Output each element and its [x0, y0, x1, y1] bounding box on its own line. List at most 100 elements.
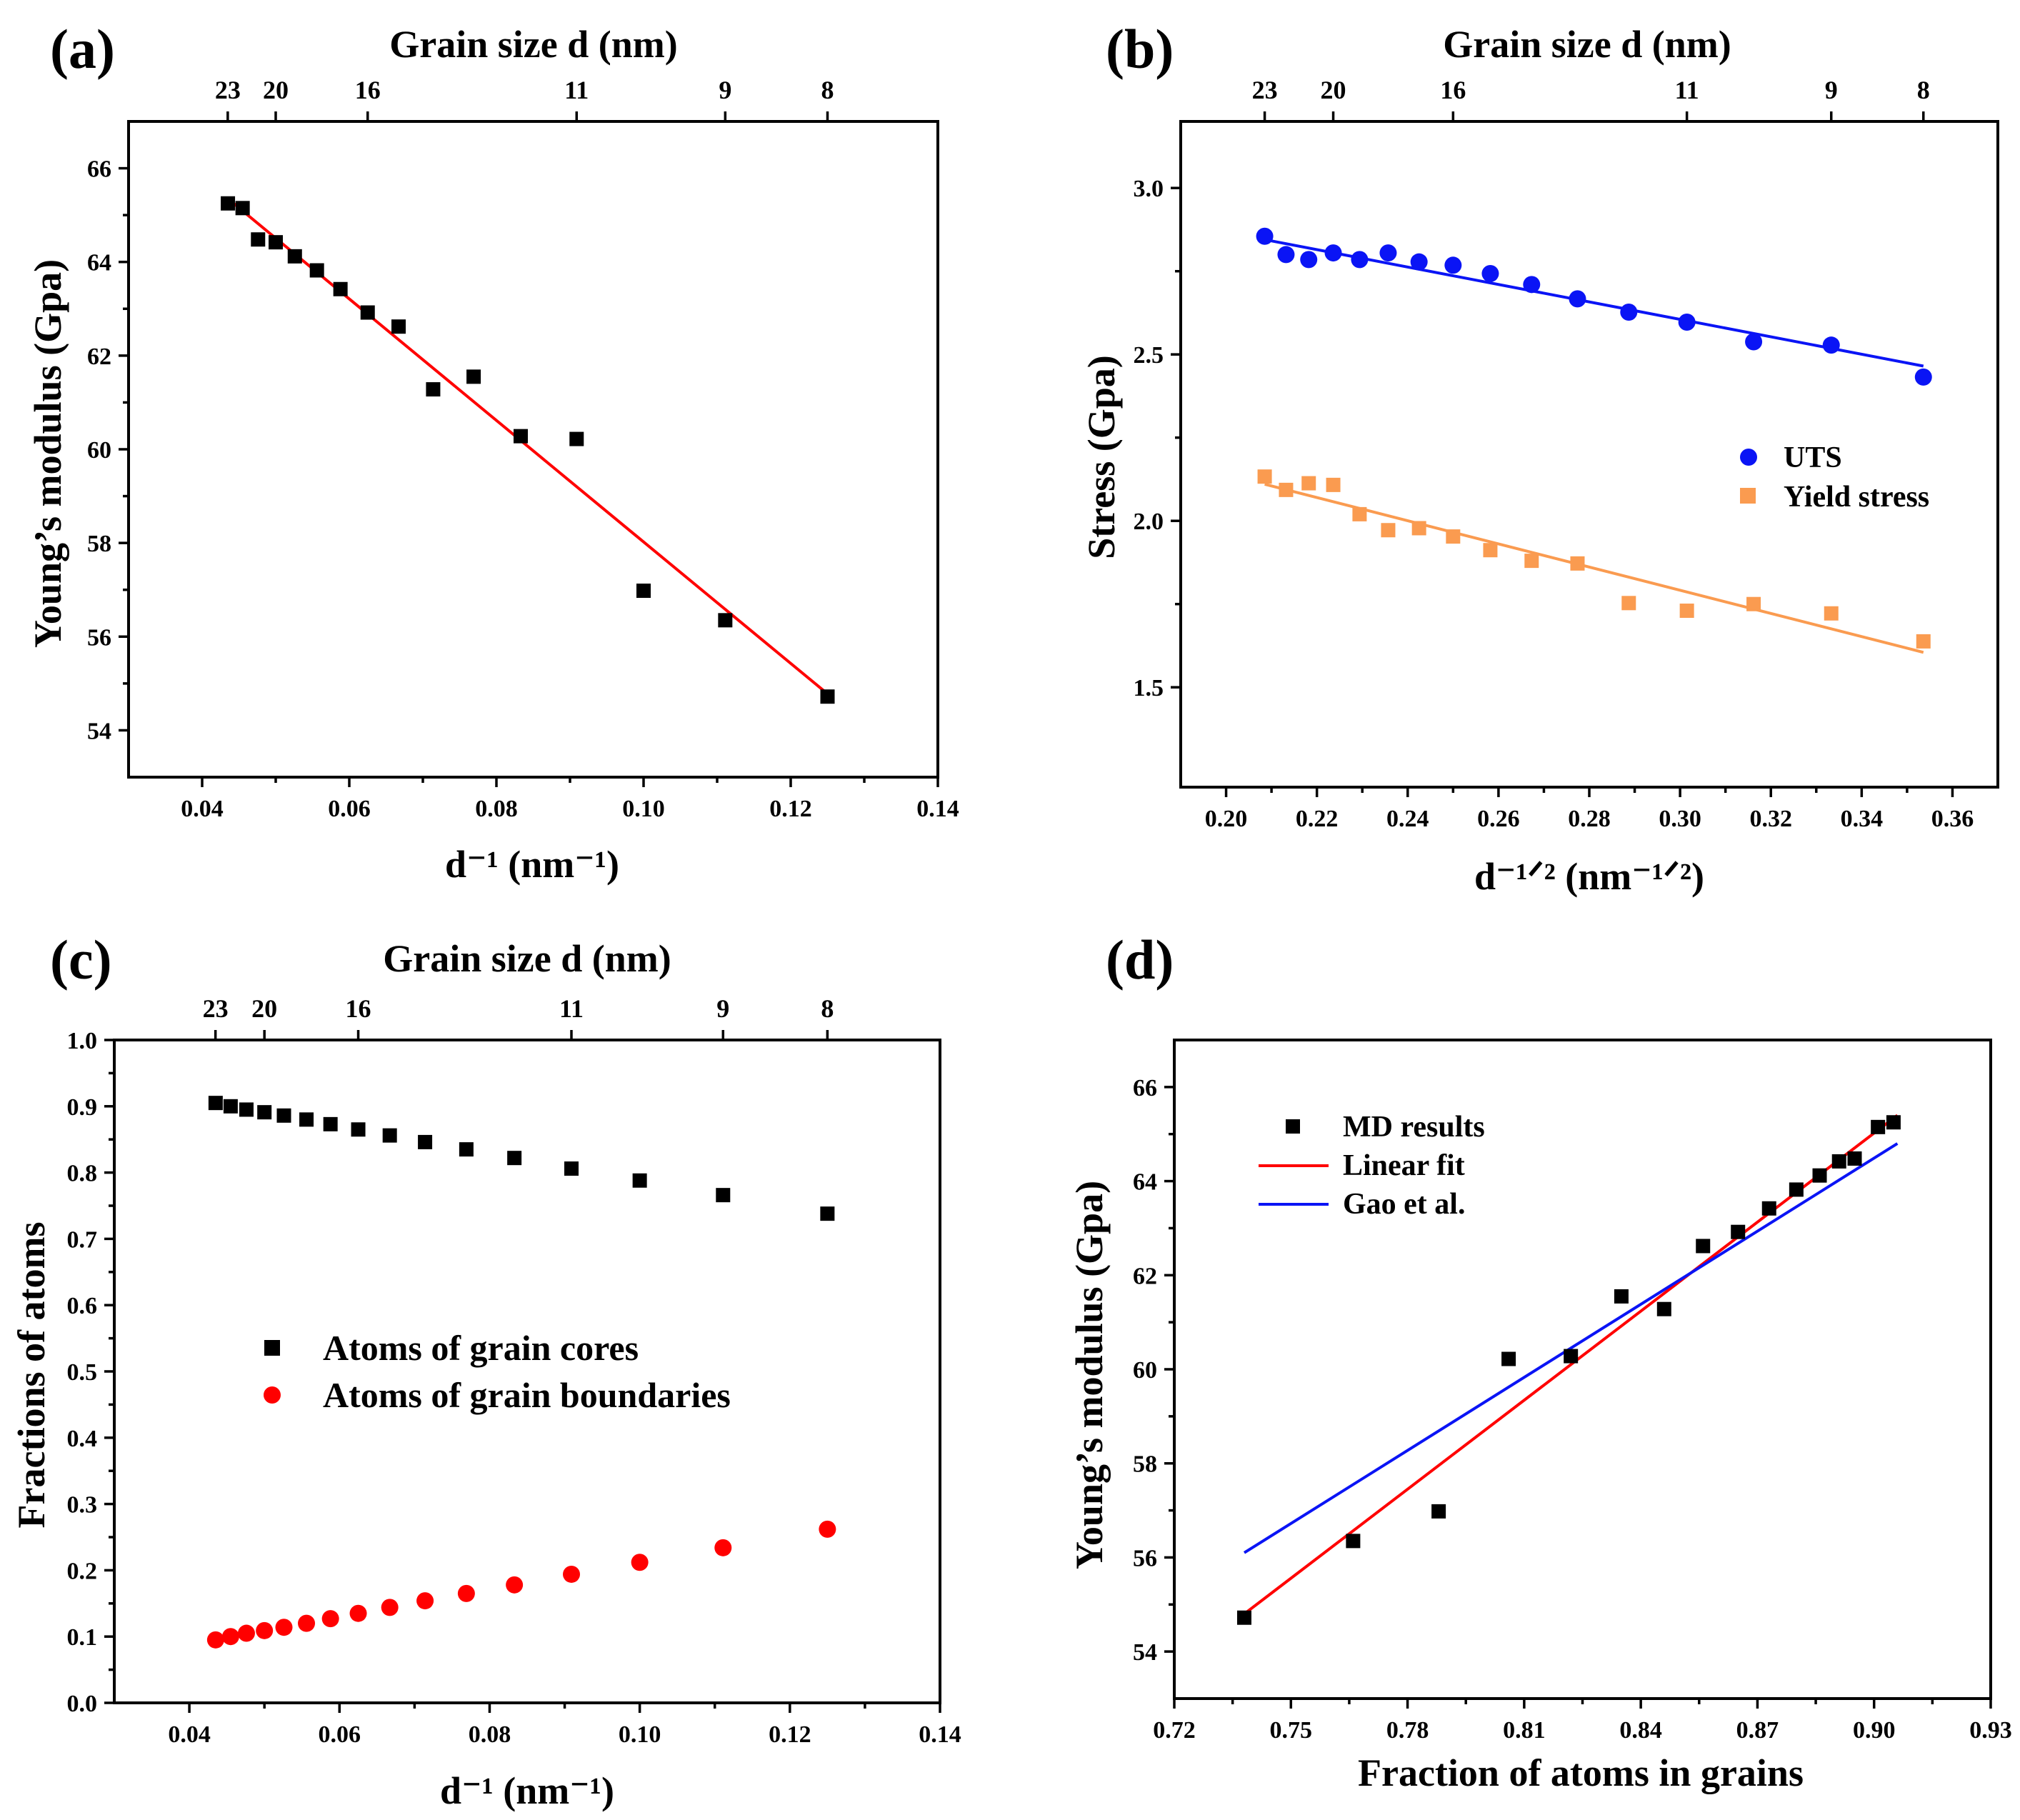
point-a-young-s-modulus: [718, 613, 733, 628]
panel-label-d: (d): [1106, 929, 1174, 991]
x-tick-label-b: 0.28: [1568, 806, 1611, 832]
point-c-atoms-of-grain-boundaries: [298, 1614, 316, 1632]
y-tick-label-d: 60: [1133, 1357, 1157, 1384]
point-b-yield-stress: [1411, 521, 1426, 536]
x-tick-label-b: 0.30: [1659, 806, 1701, 832]
point-d-md-results: [1812, 1168, 1827, 1183]
point-c-atoms-of-grain-cores: [459, 1142, 474, 1157]
point-c-atoms-of-grain-cores: [323, 1116, 338, 1131]
chart-b: 0.20 0.22 0.24 0.26 0.28 0.30 0.32 0.34 0.36 1.5 2…: [1134, 76, 1999, 832]
top-tick-label-c: 23: [203, 994, 229, 1023]
point-c-atoms-of-grain-cores: [716, 1188, 731, 1203]
fit-line-d-linear-fit: [1243, 1114, 1899, 1616]
legend-d: MD results Linear fit Gao et al.: [1259, 1111, 1485, 1221]
point-a-young-s-modulus: [360, 305, 375, 320]
x-tick-label-d: 0.75: [1270, 1717, 1313, 1744]
x-tick-label-b: 0.32: [1749, 806, 1792, 832]
y-tick-label-c: 0.0: [67, 1691, 98, 1717]
point-d-md-results: [1696, 1239, 1711, 1254]
top-tick-label-a: 8: [821, 76, 834, 104]
point-c-atoms-of-grain-boundaries: [457, 1584, 475, 1602]
top-tick-label-c: 20: [251, 994, 277, 1023]
point-b-yield-stress: [1257, 469, 1272, 484]
point-d-md-results: [1431, 1504, 1446, 1519]
y-axis-title-d: Young’s modulus (Gpa): [1068, 1181, 1111, 1569]
top-axis-title-a: Grain size d (nm): [389, 23, 677, 66]
point-d-md-results: [1847, 1151, 1862, 1166]
y-tick-label-c: 0.3: [67, 1492, 98, 1519]
point-c-atoms-of-grain-boundaries: [221, 1628, 239, 1646]
x-tick-label-d: 0.84: [1619, 1717, 1662, 1744]
point-a-young-s-modulus: [466, 369, 481, 384]
y-tick-label-c: 0.1: [67, 1624, 98, 1651]
x-tick-label-a: 0.08: [475, 796, 518, 822]
fit-line-a-linear-fit: [226, 197, 829, 695]
x-tick-label-b: 0.20: [1205, 806, 1248, 832]
x-tick-label-d: 0.93: [1969, 1717, 2012, 1744]
x-tick-label-d: 0.72: [1153, 1717, 1196, 1744]
point-a-young-s-modulus: [636, 584, 651, 599]
point-c-atoms-of-grain-cores: [382, 1128, 397, 1143]
point-b-yield-stress: [1483, 543, 1498, 558]
plot-frame-b: [1179, 120, 1999, 789]
panel-label-c: (c): [50, 929, 112, 991]
point-c-atoms-of-grain-cores: [351, 1122, 366, 1137]
point-a-young-s-modulus: [251, 232, 266, 247]
point-b-uts: [1410, 253, 1428, 271]
y-tick-label-c: 0.6: [67, 1293, 98, 1319]
point-c-atoms-of-grain-boundaries: [349, 1604, 367, 1622]
point-b-yield-stress: [1326, 477, 1341, 492]
y-axis-title-b: Stress (Gpa): [1080, 355, 1123, 559]
y-axis-title-a: Young’s modulus (Gpa): [26, 259, 69, 648]
point-b-uts: [1300, 251, 1318, 269]
point-b-yield-stress: [1621, 596, 1636, 611]
top-tick-label-c: 16: [346, 994, 371, 1023]
y-tick-label-b: 1.5: [1134, 675, 1164, 701]
point-c-atoms-of-grain-cores: [564, 1161, 579, 1176]
x-tick-label-c: 0.10: [619, 1721, 661, 1748]
point-b-yield-stress: [1824, 606, 1839, 621]
y-tick-label-b: 2.5: [1134, 342, 1164, 369]
y-tick-label-a: 62: [87, 344, 111, 370]
point-d-md-results: [1831, 1154, 1846, 1169]
point-a-young-s-modulus: [333, 281, 348, 296]
point-c-atoms-of-grain-cores: [299, 1112, 314, 1127]
legend-marker-md-results: [1286, 1119, 1300, 1134]
top-tick-label-b: 23: [1252, 76, 1278, 104]
point-b-uts: [1678, 313, 1696, 331]
y-axis-title-c: Fractions of atoms: [10, 1222, 53, 1529]
y-tick-label-c: 0.7: [67, 1226, 98, 1253]
y-tick-label-d: 54: [1133, 1639, 1157, 1666]
chart-d: 0.72 0.75 0.78 0.81 0.84 0.87 0.90 0.93 54 56 58 60…: [1133, 1039, 2012, 1744]
legend-label-md-results: MD results: [1343, 1111, 1485, 1144]
point-a-young-s-modulus: [426, 382, 441, 397]
x-tick-label-d: 0.78: [1386, 1717, 1429, 1744]
point-b-uts: [1914, 368, 1932, 386]
point-b-uts: [1523, 276, 1541, 294]
point-b-yield-stress: [1746, 596, 1761, 611]
y-tick-label-a: 66: [87, 156, 111, 183]
y-tick-label-c: 1.0: [67, 1028, 98, 1054]
point-b-uts: [1569, 290, 1586, 308]
y-tick-label-a: 60: [87, 437, 111, 464]
point-c-atoms-of-grain-boundaries: [256, 1621, 274, 1639]
point-a-young-s-modulus: [221, 196, 236, 211]
y-tick-label-a: 58: [87, 531, 111, 557]
x-tick-label-d: 0.81: [1503, 1717, 1546, 1744]
point-c-atoms-of-grain-boundaries: [275, 1619, 293, 1636]
point-b-yield-stress: [1916, 634, 1931, 649]
legend-label-grain-cores: Atoms of grain cores: [323, 1328, 639, 1368]
point-c-atoms-of-grain-boundaries: [563, 1565, 581, 1583]
x-tick-label-b: 0.24: [1386, 806, 1429, 832]
point-b-yield-stress: [1524, 554, 1539, 569]
chart-c: 0.04 0.06 0.08 0.10 0.12 0.14 0.0 0.1 0.2 0.3 0.4 0…: [67, 994, 961, 1748]
point-c-atoms-of-grain-cores: [418, 1134, 433, 1149]
point-b-uts: [1620, 304, 1638, 321]
point-d-md-results: [1871, 1119, 1886, 1134]
x-tick-label-b: 0.22: [1296, 806, 1339, 832]
legend-label-grain-boundaries: Atoms of grain boundaries: [323, 1375, 731, 1415]
point-b-uts: [1324, 244, 1342, 262]
point-a-young-s-modulus: [287, 249, 302, 264]
x-tick-label-a: 0.06: [328, 796, 371, 822]
point-c-atoms-of-grain-cores: [276, 1108, 291, 1123]
